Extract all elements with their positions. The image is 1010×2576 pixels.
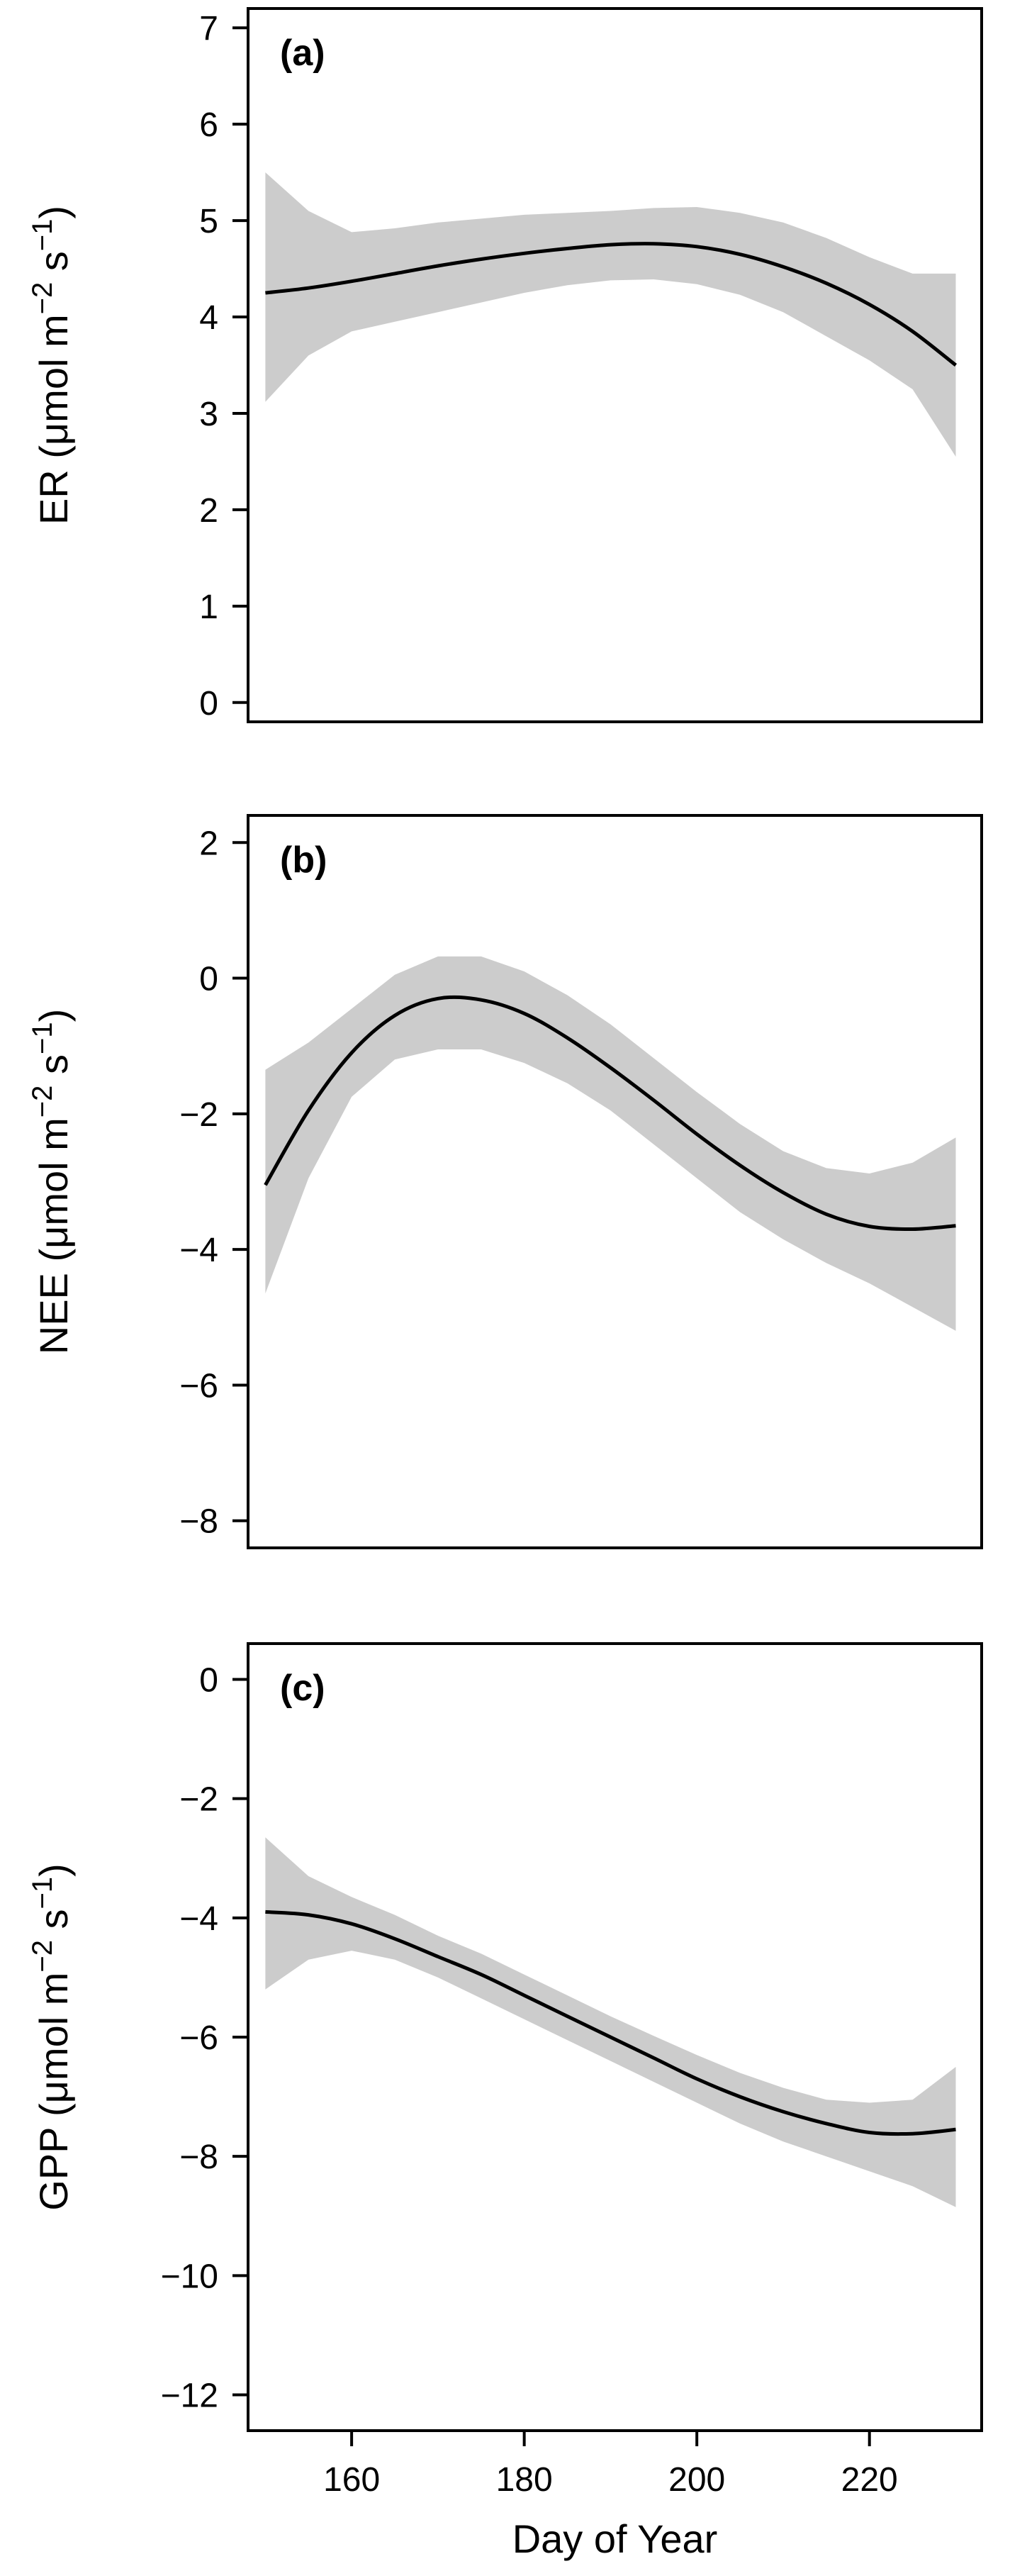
y-axis-label-end: ) — [31, 1863, 76, 1877]
y-axis-label-sup: −1 — [27, 219, 58, 252]
y-tick-label: −10 — [161, 2258, 218, 2295]
y-axis-label-sup: −2 — [27, 1086, 58, 1118]
fitted-line — [264, 995, 956, 1232]
y-tick-label: 5 — [199, 203, 218, 240]
panel-c: 0 −2 −4 −6 −8 −10 −12 160 180 200 220 Day of Year (c… — [27, 1642, 983, 2561]
y-tick-label: −4 — [179, 1232, 218, 1269]
confidence-band — [265, 1837, 956, 2207]
y-tick-label: 7 — [199, 10, 218, 48]
x-tick-label: 220 — [841, 2461, 898, 2499]
y-axis-label: ER (μmol m−2 s−1) — [27, 206, 76, 525]
y-axis-label-sup: −1 — [27, 1022, 58, 1054]
y-tick-label: 3 — [199, 396, 218, 433]
confidence-band — [265, 172, 956, 457]
y-tick-label: −6 — [179, 2019, 218, 2057]
y-axis-label-mid: s — [31, 1054, 76, 1086]
panel-b: 20−2−4−6−8(b)NEE (μmol m−2 s−1) — [27, 814, 983, 1549]
y-axis-label: NEE (μmol m−2 s−1) — [27, 1009, 76, 1355]
plot-frame — [247, 814, 983, 1549]
confidence-band — [265, 956, 956, 1331]
panel-label: (a) — [280, 33, 325, 74]
y-tick-label: −2 — [179, 1096, 218, 1134]
y-axis-label-mid: s — [31, 1909, 76, 1940]
y-tick-label: 1 — [199, 589, 218, 626]
x-tick-label: 180 — [496, 2461, 553, 2499]
fitted-line — [265, 1909, 956, 2136]
y-axis-label: GPP (μmol m−2 s−1) — [27, 1863, 76, 2211]
y-tick-label: −6 — [179, 1367, 218, 1405]
y-tick-label: −4 — [179, 1900, 218, 1938]
x-axis-label: Day of Year — [512, 2516, 718, 2561]
y-tick-label: −8 — [179, 2139, 218, 2176]
y-axis-label-sup: −2 — [27, 1940, 58, 1973]
y-axis-label-mid: s — [31, 251, 76, 282]
panel-label: (c) — [280, 1668, 325, 1709]
panel-a: 0 1 2 3 4 5 6 7 (a) ER (μmol m−2 s−1) — [27, 7, 983, 723]
y-tick-label: −8 — [179, 1503, 218, 1541]
y-tick-label: 0 — [199, 685, 218, 723]
y-tick-label: −12 — [161, 2377, 218, 2415]
y-tick-label: 4 — [199, 299, 218, 337]
y-axis-label-main: GPP (μmol m — [31, 1973, 76, 2211]
y-tick-label: 2 — [199, 825, 218, 862]
y-tick-label: 0 — [199, 961, 218, 998]
y-axis-label-end: ) — [31, 1009, 76, 1022]
y-axis-label-sup: −2 — [27, 282, 58, 315]
y-axis-label-sup: −1 — [27, 1877, 58, 1909]
y-tick-label: −2 — [179, 1781, 218, 1819]
plot-frame — [247, 7, 983, 723]
x-tick-label: 200 — [668, 2461, 725, 2499]
y-tick-label: 6 — [199, 106, 218, 144]
y-axis-label-main: NEE (μmol m — [31, 1117, 76, 1354]
fitted-line — [265, 242, 958, 367]
y-axis-label-main: ER (μmol m — [31, 314, 76, 525]
y-tick-label: 2 — [199, 492, 218, 530]
y-tick-label: 0 — [199, 1661, 218, 1699]
panel-label: (b) — [280, 840, 327, 881]
y-axis-label-end: ) — [31, 206, 76, 219]
x-tick-label: 160 — [323, 2461, 380, 2499]
